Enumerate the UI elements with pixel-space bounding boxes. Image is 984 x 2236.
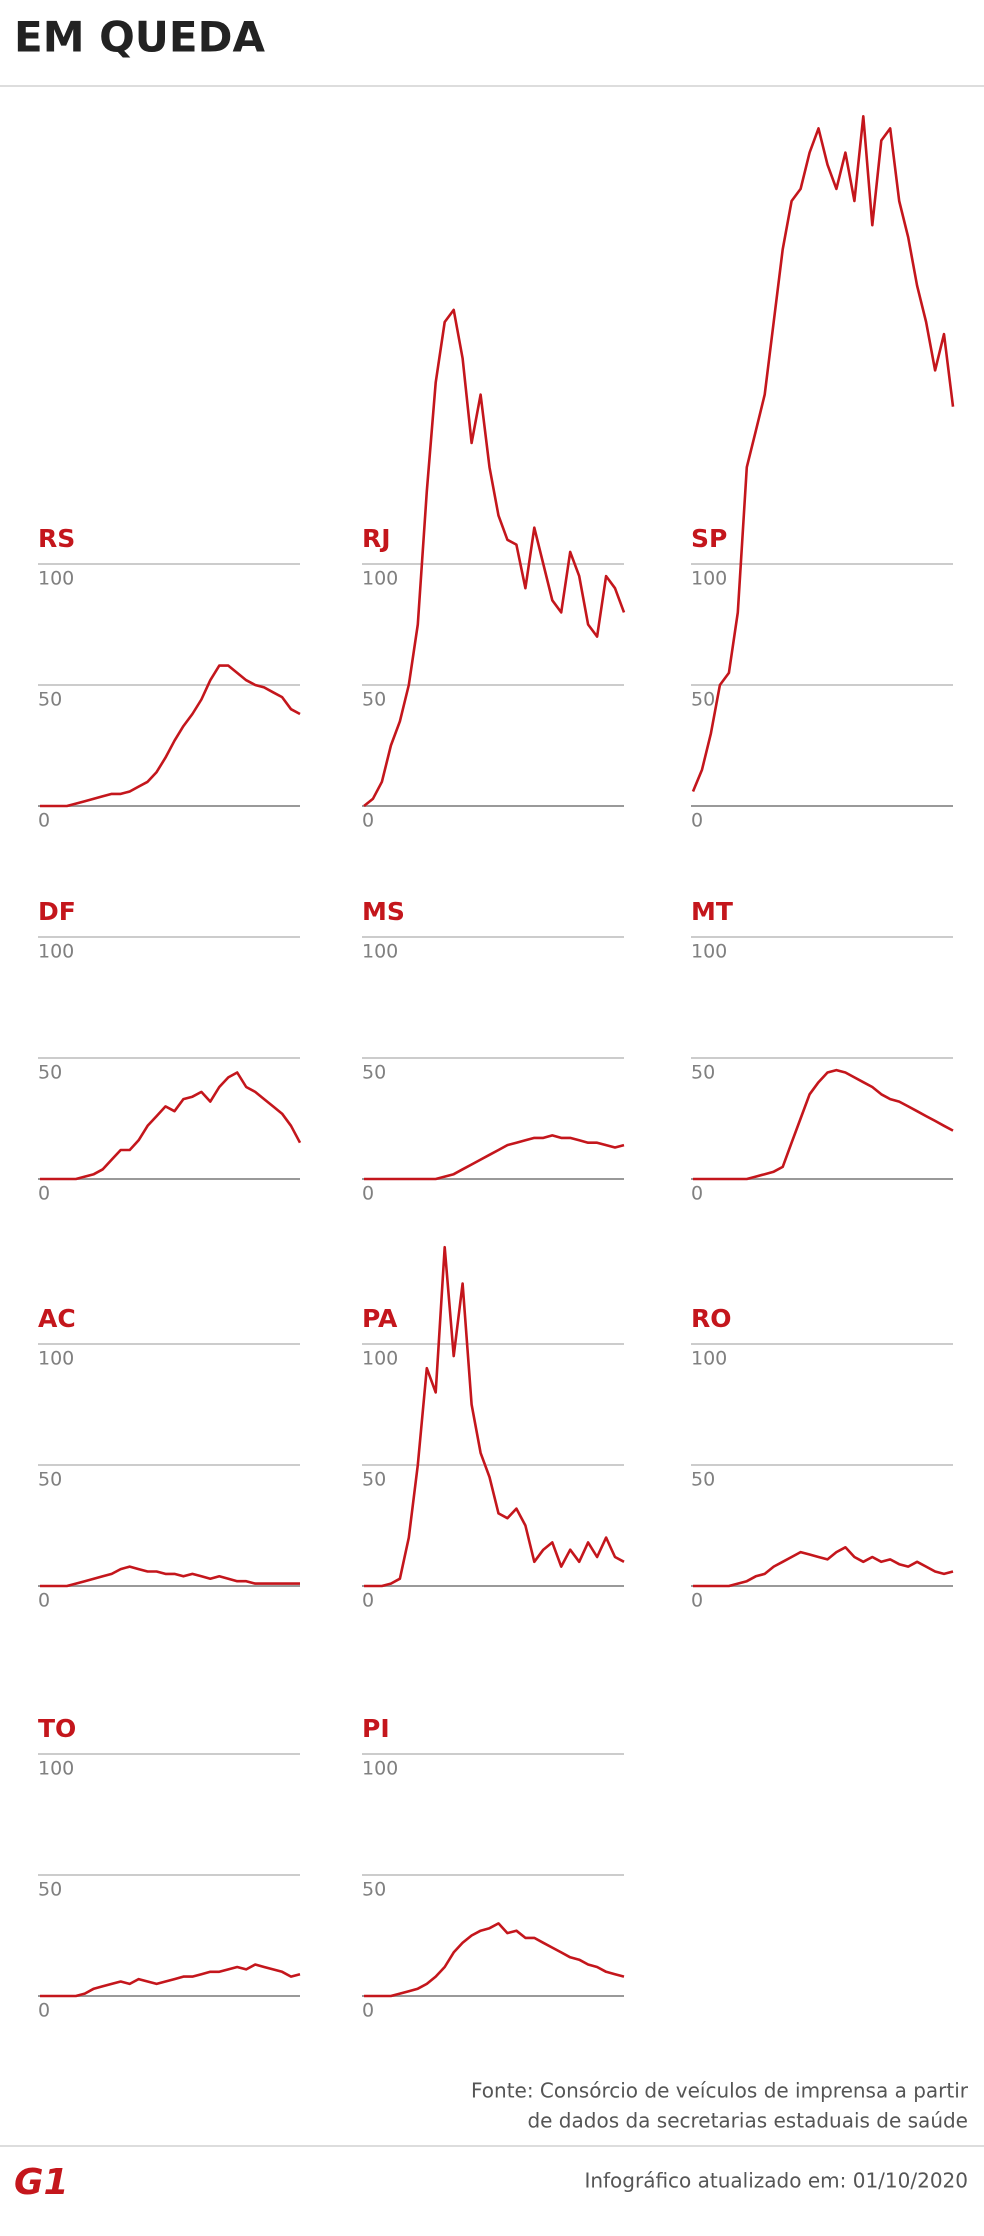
y-tick-label: 0 xyxy=(38,1183,50,1205)
y-tick-label: 100 xyxy=(38,1758,74,1780)
y-tick-label: 50 xyxy=(38,1879,62,1901)
panel-title: MT xyxy=(691,897,733,926)
line xyxy=(693,1546,954,1588)
y-tick-label: 100 xyxy=(691,941,727,963)
logo: G1 xyxy=(14,2162,69,2203)
line xyxy=(364,1134,625,1181)
y-tick-label: 0 xyxy=(691,1590,703,1612)
y-tick-label: 50 xyxy=(362,689,386,711)
y-tick-label: 100 xyxy=(362,568,398,590)
y-tick-label: 0 xyxy=(362,2000,374,2022)
y-tick-label: 100 xyxy=(691,568,727,590)
line xyxy=(693,1068,954,1181)
panel-title: AC xyxy=(38,1304,76,1333)
line xyxy=(40,1565,300,1588)
y-tick-label: 100 xyxy=(38,568,74,590)
source-line: Fonte: Consórcio de veículos de imprensa… xyxy=(471,2079,969,2103)
panel-title: RO xyxy=(691,1304,732,1333)
source-line: de dados da secretarias estaduais de saú… xyxy=(527,2109,968,2133)
panel-title: RJ xyxy=(362,524,391,553)
panel-title: TO xyxy=(38,1714,76,1743)
y-tick-label: 50 xyxy=(691,689,715,711)
y-tick-label: 50 xyxy=(38,1469,62,1491)
y-tick-label: 50 xyxy=(362,1469,386,1491)
line xyxy=(40,1071,302,1181)
panel-title: RS xyxy=(38,524,75,553)
panel-title: MS xyxy=(362,897,405,926)
y-tick-label: 50 xyxy=(38,1062,62,1084)
line xyxy=(363,308,626,808)
y-tick-label: 0 xyxy=(362,1590,374,1612)
page-title: EM QUEDA xyxy=(14,13,265,62)
y-tick-label: 50 xyxy=(362,1062,386,1084)
y-tick-label: 0 xyxy=(38,2000,50,2022)
line xyxy=(691,115,955,792)
y-tick-label: 0 xyxy=(362,1183,374,1205)
y-tick-label: 100 xyxy=(691,1348,727,1370)
y-tick-label: 50 xyxy=(691,1062,715,1084)
y-tick-label: 100 xyxy=(362,1348,398,1370)
line xyxy=(40,664,301,808)
y-tick-label: 50 xyxy=(38,689,62,711)
y-tick-label: 100 xyxy=(362,941,398,963)
y-tick-label: 0 xyxy=(691,810,703,832)
y-tick-label: 50 xyxy=(691,1469,715,1491)
y-tick-label: 0 xyxy=(38,1590,50,1612)
y-tick-label: 50 xyxy=(362,1879,386,1901)
panel-title: DF xyxy=(38,897,76,926)
y-tick-label: 100 xyxy=(38,941,74,963)
panel-title: PI xyxy=(362,1714,390,1743)
updated-note: Infográfico atualizado em: 01/10/2020 xyxy=(584,2169,968,2193)
y-tick-label: 0 xyxy=(38,810,50,832)
y-tick-label: 0 xyxy=(362,810,374,832)
line xyxy=(364,1245,625,1588)
y-tick-label: 100 xyxy=(362,1758,398,1780)
line xyxy=(40,1963,301,1998)
y-tick-label: 100 xyxy=(38,1348,74,1370)
line xyxy=(364,1922,625,1998)
panel-title: PA xyxy=(362,1304,398,1333)
panel-title: SP xyxy=(691,524,727,553)
y-tick-label: 0 xyxy=(691,1183,703,1205)
